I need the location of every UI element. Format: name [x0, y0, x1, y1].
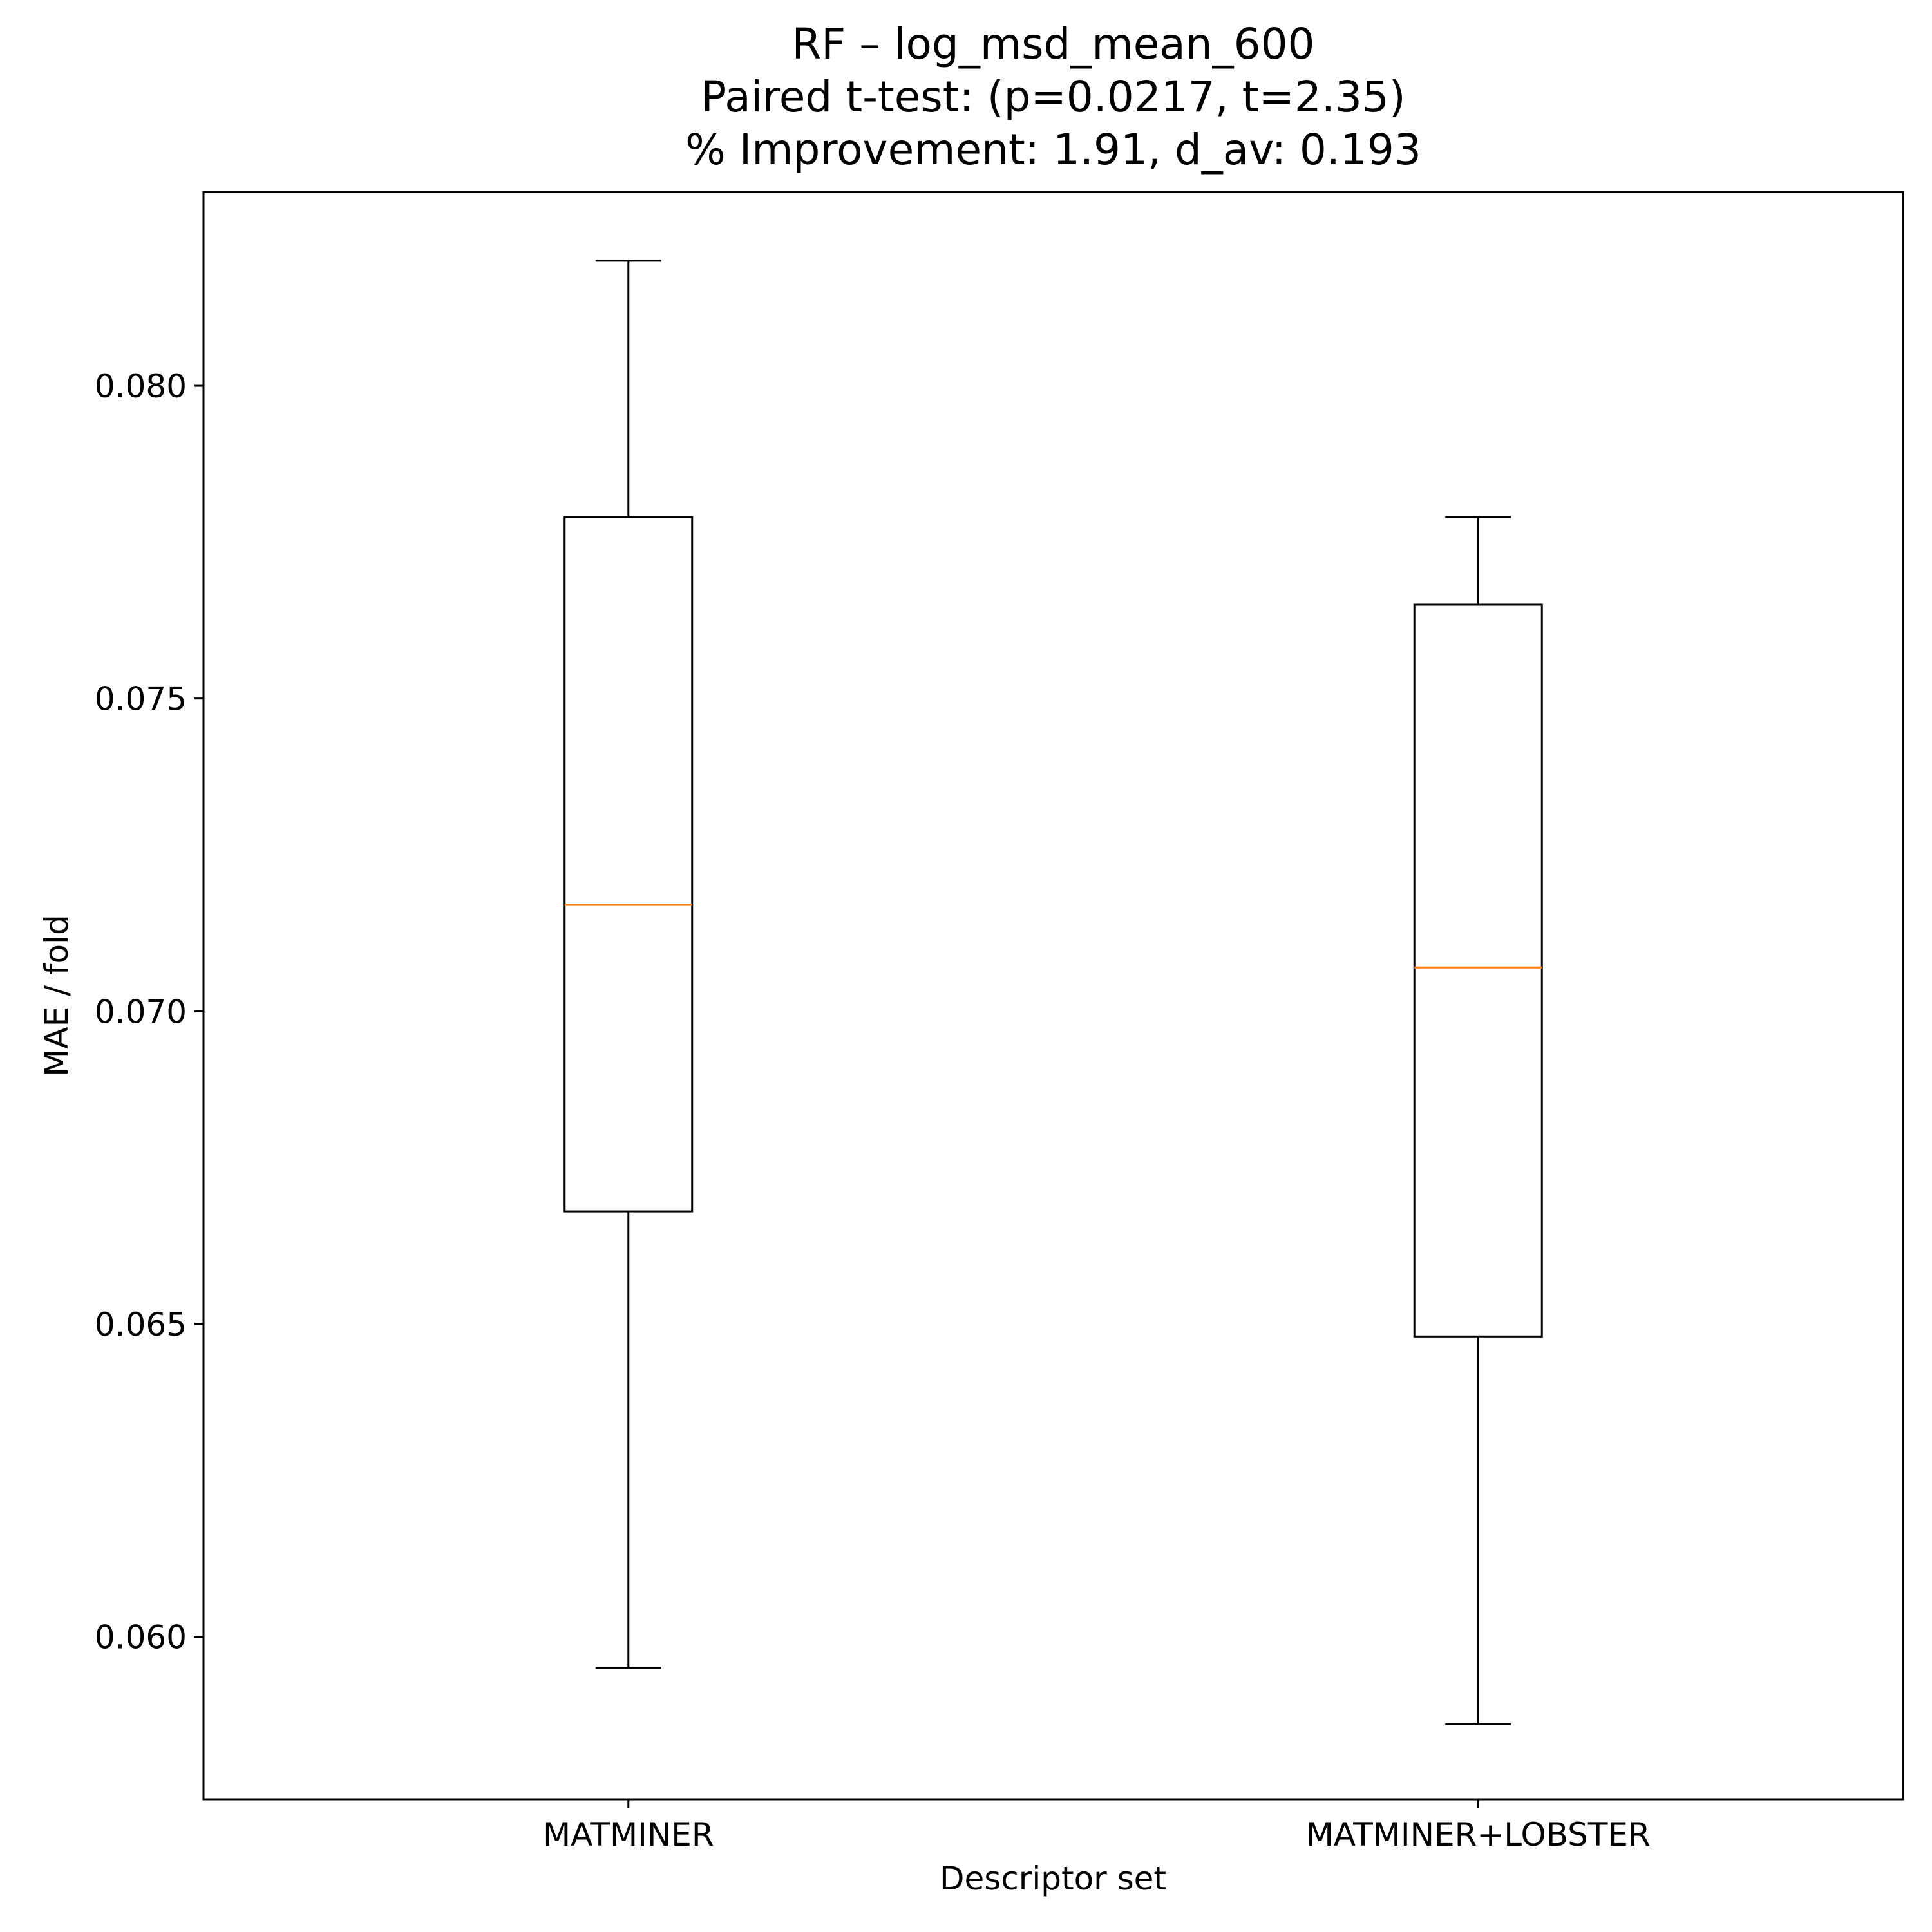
- y-tick-label: 0.065: [95, 1306, 187, 1343]
- y-tick-label: 0.080: [95, 368, 187, 405]
- axes-frame: [202, 191, 1904, 1801]
- x-tick-label: MATMINER: [543, 1816, 714, 1853]
- y-axis: 0.060 0.065 0.070 0.075 0.080: [95, 368, 204, 1656]
- box-matminer-lobster: [1413, 516, 1543, 1725]
- y-axis-label: MAE / fold: [38, 914, 75, 1077]
- x-tick-label: MATMINER+LOBSTER: [1306, 1816, 1651, 1853]
- boxes-layer: [564, 260, 1543, 1725]
- chart-title: RF – log_msd_mean_600 Paired t-test: (p=…: [204, 18, 1903, 176]
- iqr-box: [564, 516, 694, 1213]
- iqr-box: [1413, 603, 1543, 1338]
- box-matminer: [564, 260, 694, 1669]
- y-tick-label: 0.060: [95, 1618, 187, 1656]
- x-axis-label: Descriptor set: [939, 1860, 1167, 1897]
- title-line-1: RF – log_msd_mean_600: [791, 19, 1315, 69]
- title-line-2: Paired t-test: (p=0.0217, t=2.35): [701, 72, 1406, 122]
- y-tick-label: 0.075: [95, 681, 187, 718]
- y-tick-label: 0.070: [95, 993, 187, 1030]
- title-line-3: % Improvement: 1.91, d_av: 0.193: [685, 125, 1421, 175]
- x-axis: MATMINER MATMINER+LOBSTER: [543, 1799, 1651, 1853]
